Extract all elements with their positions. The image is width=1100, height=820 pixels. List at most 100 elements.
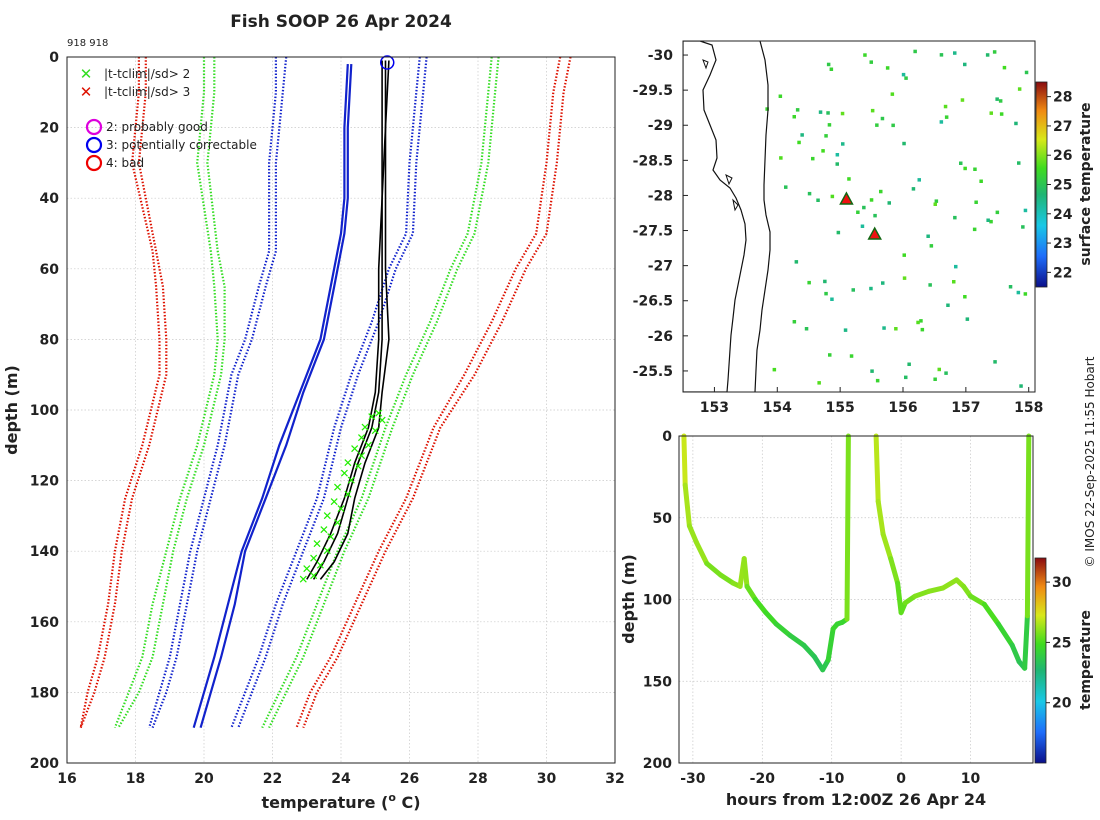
map-frame bbox=[682, 40, 1036, 393]
sst-cell bbox=[934, 199, 939, 203]
time-depth-segment-descent_1 bbox=[801, 642, 817, 660]
sst-cell bbox=[926, 234, 930, 238]
map-y-tick: -28 bbox=[648, 188, 673, 204]
sst-colorbar-tick: 27 bbox=[1053, 119, 1072, 135]
sst-cell bbox=[952, 280, 956, 284]
sst-cell bbox=[972, 227, 977, 232]
sst-cell bbox=[989, 219, 993, 224]
profile-x-label-main: temperature ( bbox=[261, 793, 388, 812]
time-depth-segment-descent_2 bbox=[875, 498, 886, 537]
sst-cell bbox=[826, 62, 831, 67]
sst-cell bbox=[811, 156, 815, 161]
profile-y-tick: 0 bbox=[49, 50, 59, 66]
time-depth-segment-descent_2 bbox=[1009, 642, 1022, 665]
profile-y-tick: 100 bbox=[30, 403, 59, 419]
sst-cell bbox=[779, 156, 783, 160]
time-depth-segment-descent_1 bbox=[825, 626, 836, 663]
sst-cell bbox=[816, 198, 820, 202]
profile-series bbox=[79, 56, 572, 729]
sst-cell bbox=[919, 319, 923, 323]
sst-cell bbox=[1002, 65, 1007, 70]
sst-cell bbox=[933, 202, 937, 206]
profile-flag-cross: ✕ bbox=[357, 449, 367, 463]
track-triangle-marker bbox=[867, 226, 882, 240]
profile-line-cast_2 bbox=[319, 60, 390, 580]
map-x-tick: 155 bbox=[826, 400, 855, 416]
id-label: 918 918 bbox=[67, 38, 108, 49]
profile-x-tick: 24 bbox=[331, 771, 351, 787]
sst-cell bbox=[795, 108, 800, 112]
sst-cell bbox=[784, 185, 788, 189]
profile-x-tick: 20 bbox=[194, 771, 214, 787]
sst-cell bbox=[826, 111, 830, 115]
profile-flag-cross: ✕ bbox=[363, 438, 373, 452]
sst-cell bbox=[917, 178, 921, 182]
sst-cell bbox=[943, 104, 948, 109]
sst-cell bbox=[944, 371, 948, 375]
sst-cell bbox=[887, 201, 891, 205]
sst-cell bbox=[821, 149, 825, 153]
sst-cell bbox=[933, 377, 937, 381]
sst-cell bbox=[992, 50, 997, 54]
q4-circle-icon bbox=[85, 154, 103, 172]
profile-x-tick: 18 bbox=[126, 771, 145, 787]
sst-cell bbox=[807, 280, 811, 285]
sst-cell bbox=[843, 328, 848, 332]
sst-cell bbox=[870, 369, 874, 373]
time-depth-segment-descent_2 bbox=[981, 601, 1001, 627]
sst-cell bbox=[830, 297, 834, 301]
temp-colorbar-tick: 20 bbox=[1052, 696, 1072, 712]
profile-flag-cross: ✕ bbox=[333, 481, 343, 495]
map-x-tick: 158 bbox=[1014, 400, 1043, 416]
profile-x-label: temperature (o C) bbox=[261, 791, 420, 812]
sst-cell bbox=[939, 120, 944, 124]
sst-colorbar-tick: 22 bbox=[1053, 265, 1072, 281]
sst-cell bbox=[847, 177, 851, 181]
time-depth-segment-descent_1 bbox=[681, 433, 688, 488]
profile-line-clim_plus_3sd_a bbox=[295, 56, 562, 729]
temp-colorbar-label: temperature bbox=[1078, 610, 1094, 710]
sst-cell bbox=[989, 111, 993, 115]
time-depth-segment-descent_1 bbox=[686, 523, 699, 545]
sst-colorbar bbox=[1035, 81, 1048, 288]
sst-cell bbox=[894, 327, 898, 331]
sst-cell bbox=[863, 53, 867, 57]
temp-colorbar-tick: 25 bbox=[1052, 635, 1071, 651]
profile-x-tick: 32 bbox=[605, 771, 624, 787]
profile-line-clim_mean_a bbox=[192, 64, 349, 729]
sst-cell bbox=[818, 110, 823, 114]
profile-panel: ✕✕ ✕✕ ✕✕✕✕✕✕ ✕✕✕✕✕✕✕✕✕✕✕✕✕✕✕✕✕✕ 16 18 20 22 24 2… bbox=[2, 50, 625, 812]
sst-cell bbox=[879, 189, 883, 194]
sst-cell bbox=[995, 210, 1000, 215]
sst-cell bbox=[836, 230, 841, 235]
sst-cell bbox=[797, 140, 801, 145]
sst-cell bbox=[778, 94, 783, 98]
time-depth-segment-descent_1 bbox=[682, 482, 692, 529]
profile-ticks: 16 18 20 22 24 26 28 30 32 0 20 40 60 80 100 120 140 160 1… bbox=[30, 50, 625, 787]
time-depth-segment-descent_2 bbox=[873, 433, 881, 504]
profile-flag-cross: ✕ bbox=[377, 414, 387, 428]
profile-flag-cross: ✕ bbox=[346, 474, 356, 488]
map-y-tick: -27 bbox=[648, 259, 673, 275]
time-depth-segment-descent_1 bbox=[744, 583, 758, 602]
sst-cell bbox=[960, 98, 965, 102]
sst-colorbar-tick: 23 bbox=[1053, 236, 1072, 252]
sst-cell bbox=[835, 162, 839, 166]
track-triangle-marker bbox=[839, 191, 854, 205]
time-depth-segment-descent_1 bbox=[773, 621, 793, 638]
sst-cell bbox=[920, 327, 925, 332]
temp-colorbar-tick: 30 bbox=[1052, 575, 1072, 591]
sst-cell bbox=[954, 264, 958, 269]
sst-cell bbox=[792, 115, 796, 119]
profile-x-label-tail: C) bbox=[396, 793, 421, 812]
legend-sd2: |t-tclim|/sd> 2 bbox=[104, 67, 190, 81]
sst-colorbar-label: surface temperature bbox=[1078, 102, 1094, 265]
shelf-contour bbox=[754, 41, 771, 392]
sst-cell bbox=[928, 283, 932, 287]
sst-cell bbox=[902, 141, 906, 146]
profile-quality-circle bbox=[379, 55, 395, 70]
profile-y-tick: 180 bbox=[30, 685, 59, 701]
sst-cell bbox=[827, 123, 832, 127]
